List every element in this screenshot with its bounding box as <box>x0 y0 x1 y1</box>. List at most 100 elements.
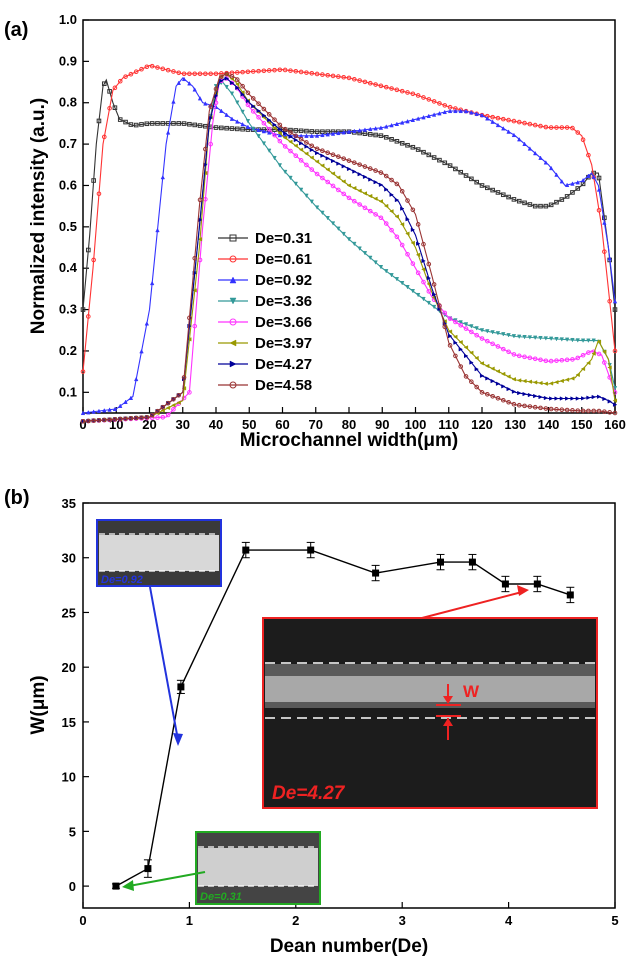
panel-a-data-point <box>277 122 283 128</box>
panel-a-data-point <box>559 178 565 184</box>
panel-a-data-point <box>160 174 166 180</box>
panel-a-data-point <box>346 129 352 134</box>
panel-a-data-point <box>538 380 543 386</box>
panel-b-x-axis-title: Dean number(De) <box>270 936 428 957</box>
panel-a-data-point <box>479 390 485 395</box>
panel-a-data-point <box>330 131 336 136</box>
panel-a-data-point <box>373 212 378 217</box>
panel-a-data-point <box>538 203 543 209</box>
panel-a-y-tick-label: 0.2 <box>59 343 77 358</box>
panel-a-data-point <box>187 315 192 321</box>
panel-a-data-point <box>293 128 299 133</box>
panel-a-data-point <box>245 69 251 75</box>
panel-a-data-point <box>256 127 261 132</box>
panel-a-data-point <box>484 363 490 369</box>
panel-a-data-point <box>405 285 410 290</box>
panel-a-data-point <box>543 336 549 341</box>
panel-a-data-point <box>277 127 283 132</box>
panel-b-series <box>111 541 575 890</box>
panel-a-data-point <box>176 400 181 405</box>
panel-a-data-point <box>261 68 267 74</box>
panel-a-data-point <box>373 82 378 87</box>
panel-a-y-axis-title: Normalized intensity (a.u.) <box>28 98 49 334</box>
panel-a-data-point <box>575 179 580 185</box>
panel-a-data-point <box>495 331 501 336</box>
panel-a-data-point <box>272 117 277 122</box>
panel-a-data-point <box>325 167 330 172</box>
panel-a-data-point <box>538 394 543 400</box>
legend-marker <box>229 234 237 242</box>
panel-a-data-point <box>336 130 341 136</box>
panel-a-data-point <box>415 270 421 276</box>
panel-a-data-point <box>86 418 91 424</box>
panel-a-data-point <box>612 410 618 416</box>
legend-label: De=4.27 <box>255 356 312 373</box>
panel-a-data-point <box>272 155 277 161</box>
panel-a-data-point <box>405 142 410 148</box>
panel-a-data-point <box>458 347 464 352</box>
panel-a-data-point <box>500 346 506 352</box>
panel-a-data-point <box>251 126 256 132</box>
panel-a-data-point <box>543 395 549 401</box>
panel-a-data-point <box>165 405 171 411</box>
panel-a-data-point <box>559 407 565 412</box>
panel-a-data-point <box>283 131 288 136</box>
panel-a-data-point <box>368 126 373 132</box>
panel-a-data-point <box>575 186 581 191</box>
panel-a-data-point <box>394 234 400 240</box>
panel-a-data-point <box>559 396 565 401</box>
panel-a-data-point <box>309 167 315 172</box>
panel-a-data-point <box>453 340 458 345</box>
panel-a-data-point <box>405 118 410 124</box>
inset-large-arrow <box>421 591 523 619</box>
panel-a-y-tick-label: 0.6 <box>59 177 77 192</box>
panel-a-data-point <box>389 209 394 214</box>
panel-b-y-tick-label: 0 <box>69 879 76 894</box>
panel-a-data-point <box>405 90 410 95</box>
panel-a-data-point <box>469 324 474 329</box>
panel-a-data-point <box>415 222 421 227</box>
panel-a-data-point <box>596 339 602 345</box>
panel-a-data-point <box>490 341 495 347</box>
panel-a-data-point <box>501 384 506 389</box>
panel-a-data-point <box>272 125 277 131</box>
panel-a-data-point <box>352 169 357 174</box>
panel-a-data-point <box>118 403 123 408</box>
panel-a-data-point <box>341 156 346 161</box>
panel-a-data-point <box>86 409 91 415</box>
panel-a-data-point <box>490 114 495 120</box>
panel-a-data-point <box>564 407 570 413</box>
panel-a-data-point <box>516 198 522 204</box>
panel-a-data-point <box>416 241 421 246</box>
panel-a-data-point <box>165 130 171 135</box>
panel-a-data-point <box>149 63 155 69</box>
panel-a-data-point <box>219 125 224 131</box>
panel-a-data-point <box>336 161 341 166</box>
panel-a-data-point <box>384 269 389 274</box>
panel-a-data-point <box>575 408 581 413</box>
panel-a-data-point <box>128 395 134 400</box>
panel-a-data-point <box>282 169 288 175</box>
panel-a-data-point <box>293 181 299 187</box>
panel-a-data-point <box>86 314 91 319</box>
panel-a-data-point <box>426 261 432 267</box>
panel-a-data-point <box>266 126 272 132</box>
panel-a-series-3 <box>80 76 618 416</box>
panel-a-data-point <box>575 396 581 401</box>
panel-a-series-line <box>82 78 616 310</box>
panel-a-data-point <box>203 170 208 176</box>
panel-b-y-tick-label: 20 <box>62 660 76 675</box>
panel-a-data-point <box>288 134 293 139</box>
panel-a-data-point <box>474 384 479 390</box>
panel-a-data-point <box>139 66 144 72</box>
panel-a-data-point <box>607 299 612 304</box>
panel-a-data-point <box>437 303 442 308</box>
legend-marker <box>229 276 237 284</box>
panel-a-data-point <box>485 338 490 344</box>
panel-a-data-point <box>532 122 538 128</box>
panel-a-data-point <box>511 118 517 124</box>
panel-a-data-point <box>399 281 405 286</box>
panel-a-data-point <box>341 74 346 80</box>
panel-a-data-point <box>320 163 325 168</box>
panel-a-y-tick-label: 1.0 <box>59 12 77 27</box>
